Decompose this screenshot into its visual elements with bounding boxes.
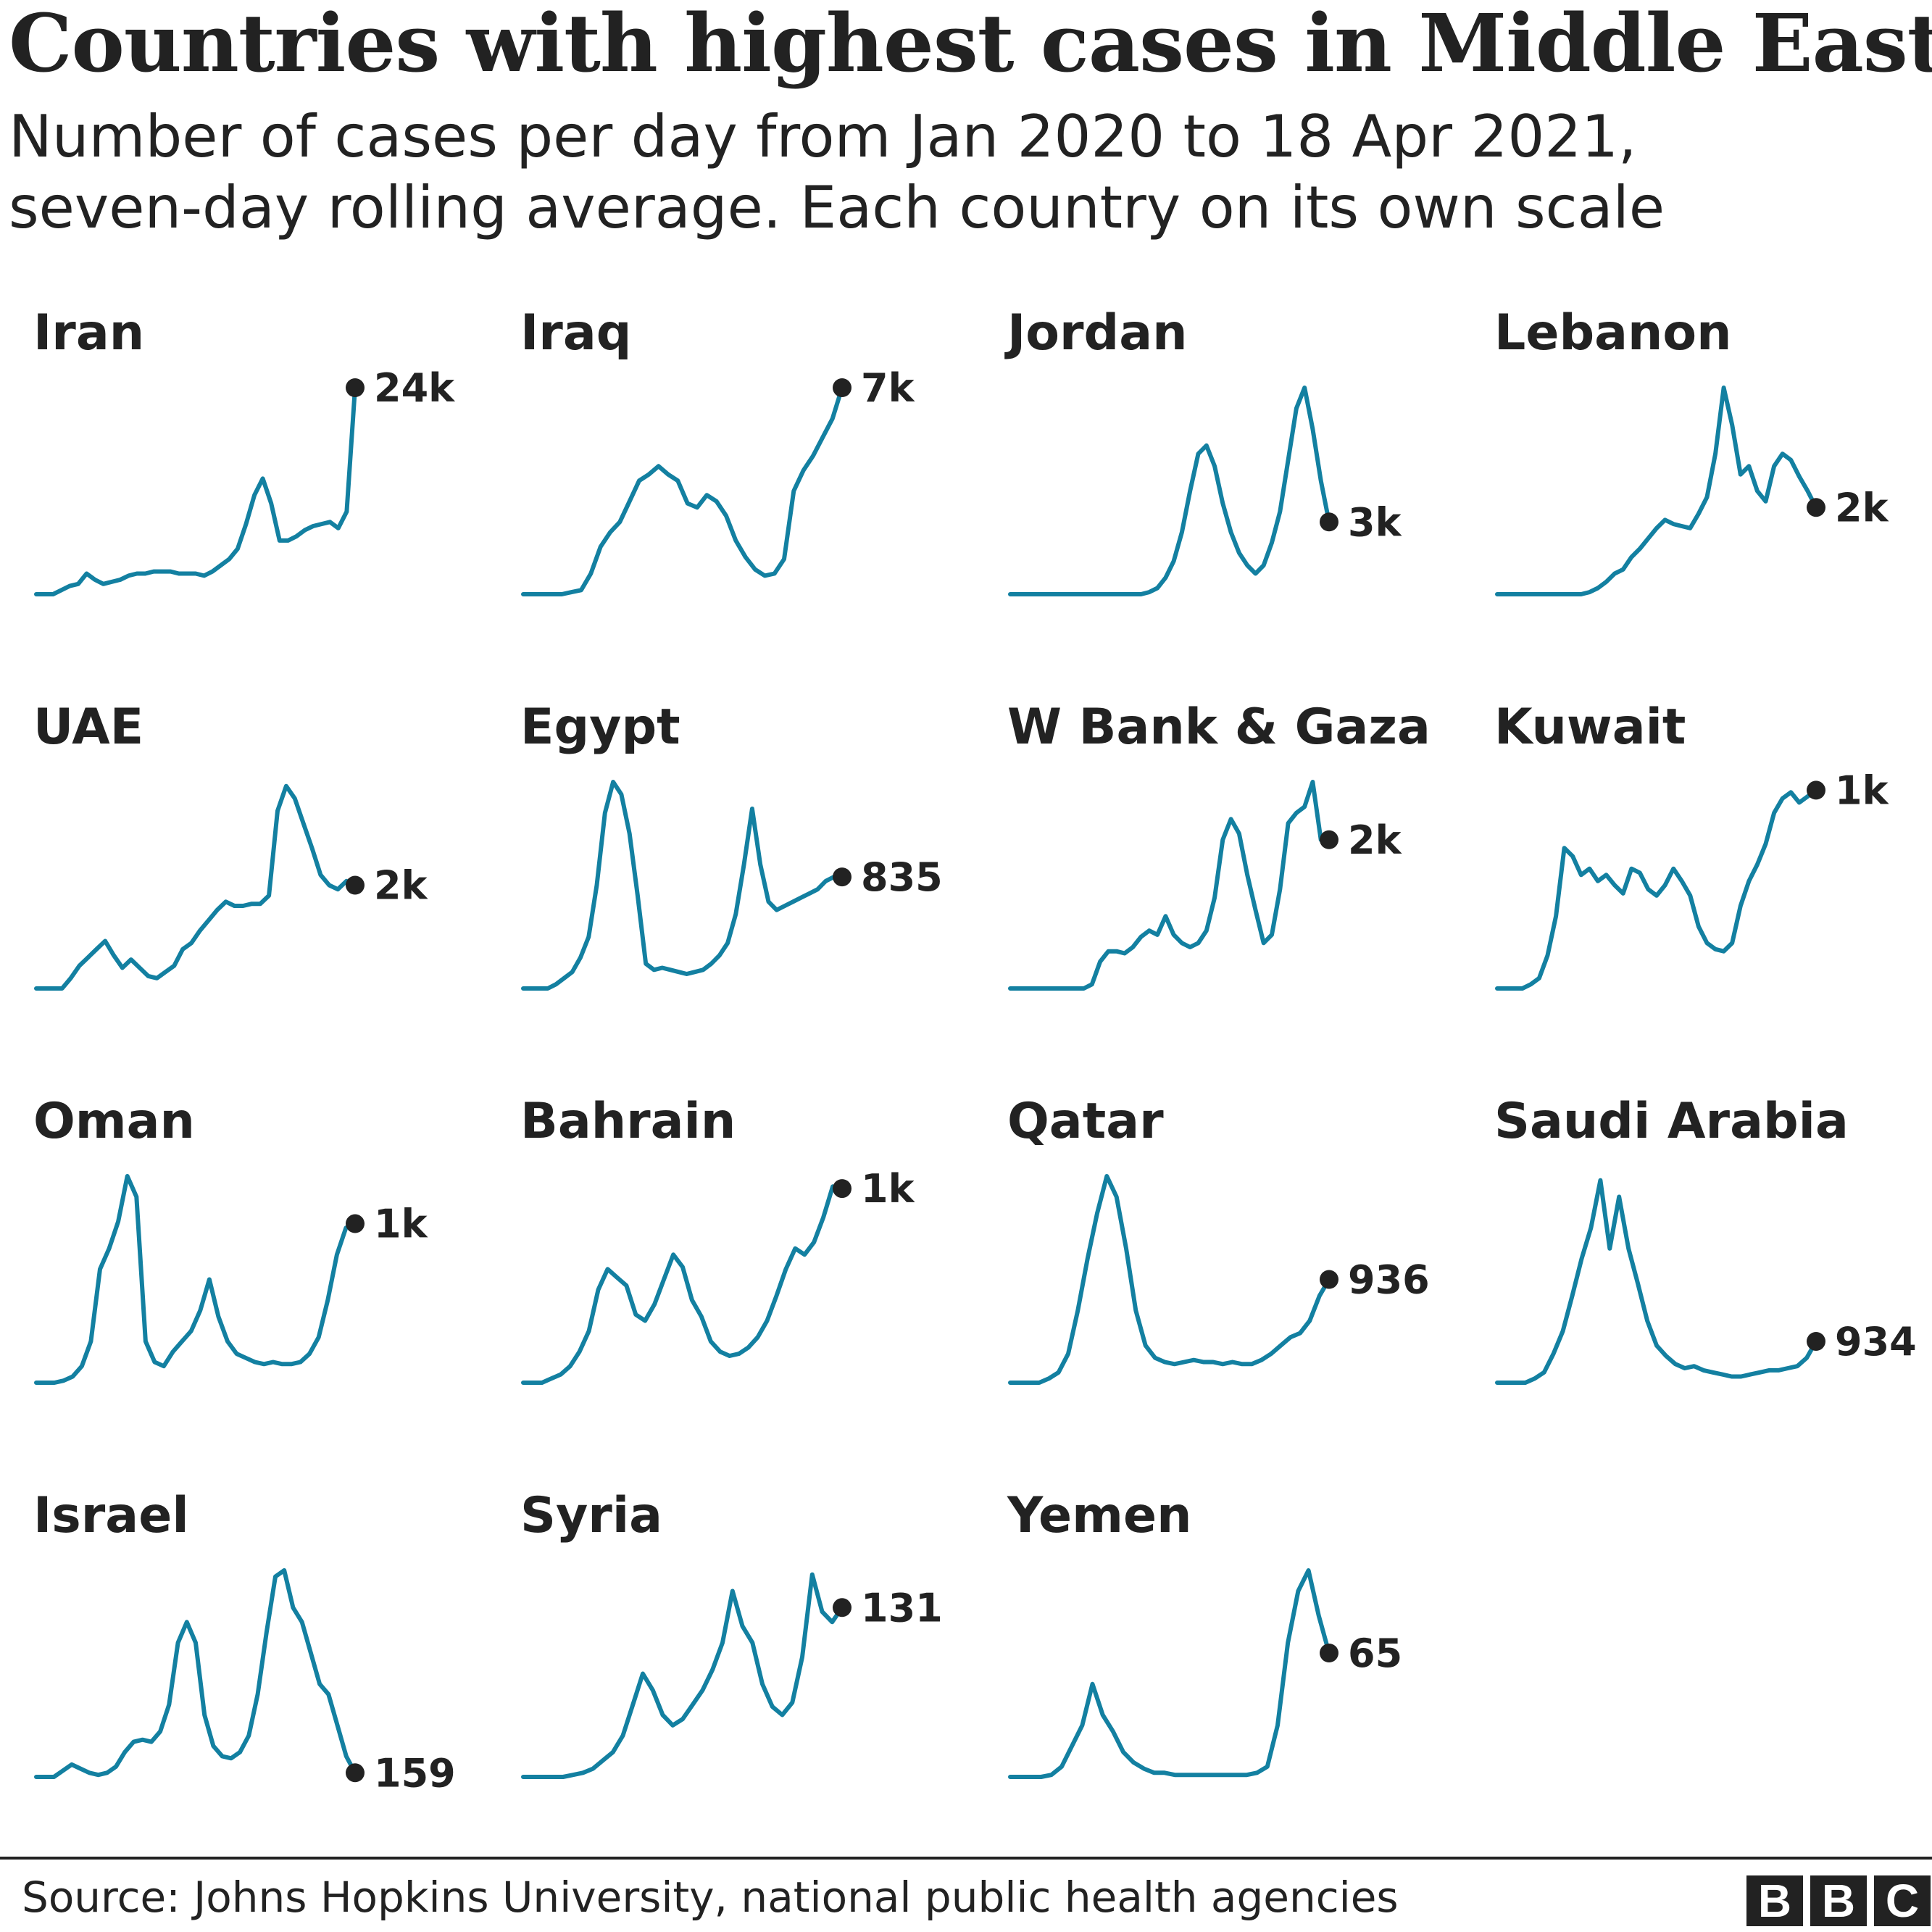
latest-value-egypt: 835 bbox=[861, 854, 943, 900]
series-line-syria bbox=[521, 1572, 844, 1779]
bbc-logo-letter-2: B bbox=[1810, 1875, 1867, 1926]
panel-title-iran: Iran bbox=[33, 304, 144, 362]
latest-value-iraq: 7k bbox=[861, 365, 915, 411]
latest-point-iran bbox=[346, 378, 365, 397]
panel-title-jordan: Jordan bbox=[1004, 304, 1188, 362]
latest-point-qatar bbox=[1320, 1270, 1338, 1289]
panel-lebanon: Lebanon 2k bbox=[1494, 304, 1889, 596]
latest-point-jordan bbox=[1320, 512, 1338, 532]
series-line-israel bbox=[34, 1568, 357, 1779]
latest-value-kuwait: 1k bbox=[1835, 767, 1889, 813]
panel-oman: Oman 1k bbox=[33, 1093, 428, 1385]
panel-title-oman: Oman bbox=[33, 1093, 195, 1150]
panel-title-w-bank-gaza: W Bank & Gaza bbox=[1007, 699, 1431, 756]
series-line-kuwait bbox=[1495, 788, 1818, 991]
bbc-logo: B B C bbox=[1746, 1875, 1931, 1926]
latest-value-syria: 131 bbox=[861, 1585, 943, 1631]
series-line-w-bank-gaza bbox=[1008, 780, 1331, 991]
series-line-jordan bbox=[1008, 386, 1331, 596]
latest-value-w-bank-gaza: 2k bbox=[1348, 817, 1402, 863]
series-line-egypt bbox=[521, 780, 844, 991]
series-line-qatar bbox=[1008, 1174, 1331, 1385]
latest-point-yemen bbox=[1320, 1644, 1338, 1662]
latest-point-uae bbox=[346, 875, 365, 895]
subtitle-line-2: seven-day rolling average. Each country … bbox=[9, 174, 1665, 241]
panel-title-syria: Syria bbox=[520, 1487, 662, 1544]
panel-title-bahrain: Bahrain bbox=[520, 1093, 736, 1150]
bbc-logo-letter-1: B bbox=[1746, 1875, 1803, 1926]
latest-value-oman: 1k bbox=[374, 1202, 428, 1247]
panel-title-uae: UAE bbox=[33, 699, 143, 756]
series-line-lebanon bbox=[1495, 386, 1818, 596]
panel-title-lebanon: Lebanon bbox=[1494, 304, 1732, 362]
latest-point-syria bbox=[833, 1598, 852, 1617]
latest-point-lebanon bbox=[1807, 498, 1825, 517]
panel-jordan: Jordan 3k bbox=[1004, 304, 1402, 596]
panel-israel: Israel 159 bbox=[33, 1487, 456, 1796]
chart-subtitle: Number of cases per day from Jan 2020 to… bbox=[9, 101, 1665, 243]
panel-uae: UAE 2k bbox=[33, 699, 428, 991]
panel-qatar: Qatar 936 bbox=[1007, 1093, 1430, 1385]
panel-kuwait: Kuwait 1k bbox=[1494, 699, 1889, 991]
series-line-uae bbox=[34, 783, 357, 991]
latest-point-kuwait bbox=[1807, 780, 1825, 800]
latest-value-jordan: 3k bbox=[1348, 499, 1402, 545]
latest-value-yemen: 65 bbox=[1348, 1631, 1402, 1676]
source-note: Source: Johns Hopkins University, nation… bbox=[22, 1873, 1399, 1922]
subtitle-line-1: Number of cases per day from Jan 2020 to… bbox=[9, 103, 1637, 170]
series-line-oman bbox=[34, 1174, 357, 1385]
panel-saudi-arabia: Saudi Arabia 934 bbox=[1494, 1093, 1917, 1385]
panel-egypt: Egypt 835 bbox=[520, 699, 943, 991]
latest-value-bahrain: 1k bbox=[861, 1166, 915, 1212]
latest-value-iran: 24k bbox=[374, 365, 455, 411]
bbc-logo-letter-3: C bbox=[1874, 1875, 1931, 1926]
latest-value-saudi-arabia: 934 bbox=[1835, 1319, 1917, 1365]
panel-iran: Iran 24k bbox=[33, 304, 455, 596]
panel-iraq: Iraq 7k bbox=[520, 304, 915, 596]
panel-syria: Syria 131 bbox=[520, 1487, 943, 1779]
latest-point-egypt bbox=[833, 867, 852, 887]
series-line-iran bbox=[34, 386, 357, 596]
panel-title-saudi-arabia: Saudi Arabia bbox=[1494, 1093, 1849, 1150]
panel-yemen: Yemen 65 bbox=[1007, 1487, 1402, 1779]
latest-value-lebanon: 2k bbox=[1835, 485, 1889, 530]
chart-title: Countries with highest cases in Middle E… bbox=[9, 0, 1932, 90]
series-line-saudi-arabia bbox=[1495, 1178, 1818, 1385]
latest-point-israel bbox=[346, 1763, 365, 1783]
latest-value-uae: 2k bbox=[374, 863, 428, 909]
latest-point-oman bbox=[346, 1214, 365, 1233]
series-line-bahrain bbox=[521, 1184, 844, 1385]
panel-title-qatar: Qatar bbox=[1007, 1093, 1164, 1150]
series-line-yemen bbox=[1008, 1568, 1331, 1779]
panel-title-yemen: Yemen bbox=[1007, 1487, 1192, 1544]
latest-value-qatar: 936 bbox=[1348, 1257, 1430, 1303]
latest-value-israel: 159 bbox=[374, 1750, 456, 1796]
latest-point-saudi-arabia bbox=[1807, 1332, 1825, 1351]
panel-w-bank-gaza: W Bank & Gaza 2k bbox=[1007, 699, 1431, 991]
latest-point-iraq bbox=[833, 378, 852, 397]
panel-title-iraq: Iraq bbox=[520, 304, 631, 362]
panel-title-kuwait: Kuwait bbox=[1494, 699, 1686, 756]
series-line-iraq bbox=[521, 386, 844, 596]
panel-title-egypt: Egypt bbox=[520, 699, 680, 756]
latest-point-bahrain bbox=[833, 1179, 852, 1199]
footer-divider bbox=[0, 1857, 1932, 1860]
latest-point-w-bank-gaza bbox=[1320, 830, 1338, 849]
panel-title-israel: Israel bbox=[33, 1487, 189, 1544]
panel-bahrain: Bahrain 1k bbox=[520, 1093, 915, 1385]
